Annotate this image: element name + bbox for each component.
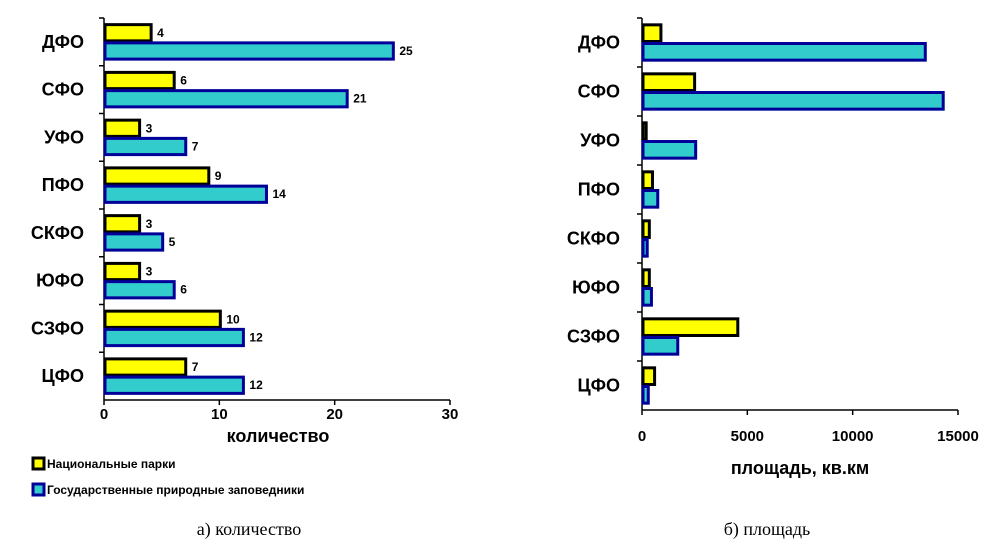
bar-reserves bbox=[641, 238, 649, 258]
category-label: УФО bbox=[580, 131, 620, 151]
bar-national-parks bbox=[103, 357, 188, 377]
bar-national-parks bbox=[103, 214, 142, 234]
category-label: ДФО bbox=[42, 32, 84, 52]
bar-national-parks bbox=[103, 261, 142, 282]
legend-label-reserves: Государственные природные заповедники bbox=[47, 483, 304, 497]
data-label: 12 bbox=[249, 378, 263, 392]
category-label: СКФО bbox=[567, 229, 620, 249]
bar-national-parks bbox=[641, 170, 654, 190]
bar-national-parks bbox=[641, 121, 648, 141]
data-label: 3 bbox=[146, 217, 153, 231]
bar-national-parks bbox=[641, 317, 740, 337]
bar-reserves bbox=[103, 184, 268, 204]
x-tick-label: 10000 bbox=[832, 428, 874, 445]
legend: Национальные парки Государственные приро… bbox=[31, 456, 304, 497]
x-tick-label: 5000 bbox=[731, 428, 764, 445]
data-label: 6 bbox=[180, 283, 187, 297]
bar-reserves bbox=[641, 385, 650, 405]
data-label: 6 bbox=[180, 74, 187, 88]
data-label: 5 bbox=[169, 235, 176, 249]
x-axis-title: количество bbox=[227, 426, 330, 446]
bar-reserves bbox=[641, 91, 945, 111]
legend-swatch-national-parks bbox=[31, 456, 46, 471]
x-tick-label: 30 bbox=[442, 406, 459, 423]
bar-national-parks bbox=[641, 23, 663, 43]
bar-reserves bbox=[103, 327, 245, 348]
category-label: СКФО bbox=[31, 223, 84, 243]
legend-label-national-parks: Национальные парки bbox=[47, 457, 175, 471]
data-label: 4 bbox=[157, 26, 164, 40]
category-label: УФО bbox=[44, 127, 84, 147]
category-label: ЮФО bbox=[36, 271, 84, 291]
legend-swatch-reserves bbox=[31, 482, 46, 497]
bar-reserves bbox=[641, 336, 680, 356]
data-label: 7 bbox=[192, 139, 199, 153]
caption-a: а) количество bbox=[197, 519, 301, 540]
data-label: 10 bbox=[226, 312, 240, 326]
caption-b: б) площадь bbox=[724, 519, 810, 540]
bar-reserves bbox=[641, 287, 653, 307]
data-label: 3 bbox=[146, 121, 153, 135]
bar-reserves bbox=[103, 375, 245, 395]
data-label: 14 bbox=[272, 187, 286, 201]
bar-reserves bbox=[641, 42, 927, 62]
bar-reserves bbox=[641, 140, 698, 160]
data-label: 21 bbox=[353, 92, 367, 106]
bar-national-parks bbox=[641, 268, 651, 288]
bar-national-parks bbox=[103, 166, 211, 186]
bar-national-parks bbox=[641, 366, 657, 386]
category-label: ЦФО bbox=[577, 376, 620, 396]
category-label: ПФО bbox=[578, 180, 620, 200]
bar-national-parks bbox=[103, 309, 222, 329]
x-tick-label: 0 bbox=[100, 406, 108, 423]
data-label: 3 bbox=[146, 265, 153, 279]
data-label: 25 bbox=[399, 44, 413, 58]
bar-reserves bbox=[103, 280, 176, 300]
x-tick-label: 20 bbox=[326, 406, 343, 423]
x-tick-label: 10 bbox=[211, 406, 228, 423]
category-label: СФО bbox=[578, 82, 620, 102]
category-label: ЮФО bbox=[572, 278, 620, 298]
category-label: СЗФО bbox=[31, 318, 84, 338]
bar-reserves bbox=[103, 232, 165, 252]
category-label: ДФО bbox=[578, 33, 620, 53]
x-axis-title: площадь, кв.км bbox=[731, 458, 869, 478]
bar-national-parks bbox=[641, 219, 651, 239]
category-label: СФО bbox=[42, 80, 84, 100]
bar-reserves bbox=[103, 89, 349, 109]
chart-count: 0 10 20 30 ДФО 4 25 СФО 6 21 УФО 3 7 ПФО 9 14 СКФО 3 5 ЮФО 3… bbox=[31, 17, 459, 446]
bar-reserves bbox=[641, 189, 660, 209]
data-label: 9 bbox=[215, 169, 222, 183]
bar-national-parks bbox=[103, 70, 176, 91]
bar-national-parks bbox=[103, 23, 153, 43]
x-tick-label: 15000 bbox=[937, 428, 979, 445]
x-tick-label: 0 bbox=[638, 428, 646, 445]
bar-reserves bbox=[103, 136, 188, 157]
data-label: 12 bbox=[249, 330, 263, 344]
category-label: ПФО bbox=[42, 175, 84, 195]
chart-area: 0 5000 10000 15000 ДФО СФО УФО ПФО СКФО ЮФО СЗФО ЦФ… bbox=[567, 17, 979, 478]
bar-reserves bbox=[103, 41, 395, 61]
bar-national-parks bbox=[641, 72, 697, 92]
category-label: СЗФО bbox=[567, 327, 620, 347]
data-label: 7 bbox=[192, 360, 199, 374]
category-label: ЦФО bbox=[41, 366, 84, 386]
bar-national-parks bbox=[103, 118, 142, 138]
